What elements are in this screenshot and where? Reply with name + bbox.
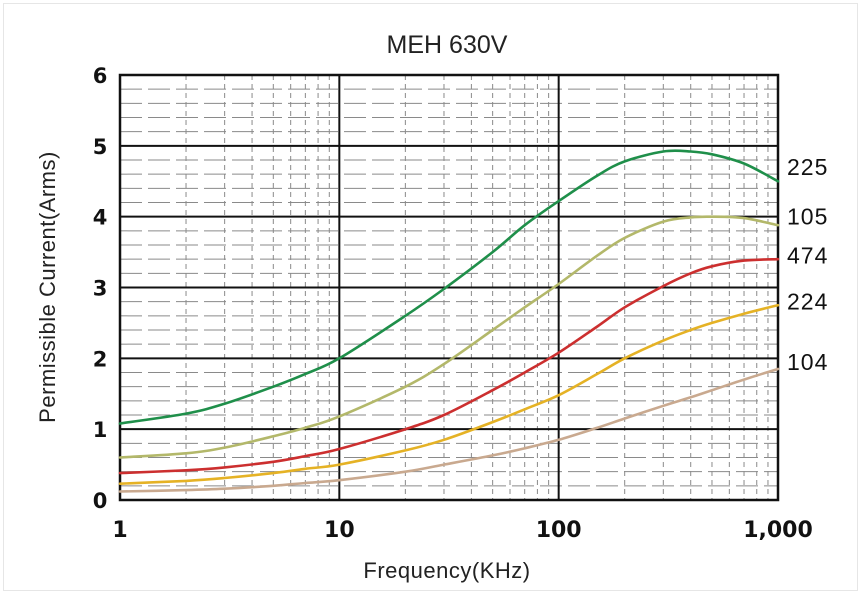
series-label-104: 104: [787, 349, 828, 375]
plot-border: [118, 73, 780, 502]
y-tick-label: 4: [93, 206, 108, 230]
series-line-105: [118, 215, 780, 459]
series-label-105: 105: [787, 204, 828, 230]
y-tick-label: 5: [93, 135, 108, 159]
series-label-225: 225: [787, 154, 828, 180]
series-labels: 225 105 474 224 104: [787, 154, 828, 375]
series-line-224: [118, 303, 780, 485]
y-tick-label: 0: [93, 489, 108, 513]
x-axis-label: Frequency(KHz): [363, 558, 530, 583]
series-line-225: [118, 149, 780, 425]
y-tick-label: 1: [93, 418, 108, 442]
x-tick-label: 100: [536, 518, 582, 543]
x-tick-label: 10: [324, 518, 355, 543]
y-tick-label: 6: [93, 64, 108, 88]
x-tick-label: 1: [112, 518, 127, 543]
x-tick-label: 1,000: [743, 518, 813, 543]
series-label-474: 474: [787, 243, 828, 269]
series-label-224: 224: [787, 289, 828, 315]
y-tick-label: 2: [93, 347, 108, 371]
series-line-104: [118, 367, 780, 493]
major-grid: [118, 73, 780, 502]
series-layer: [118, 149, 780, 493]
y-axis-label: Permissible Current(Arms): [35, 151, 60, 423]
y-tick-label: 3: [93, 277, 108, 301]
series-line-474: [118, 257, 780, 475]
chart-title: MEH 630V: [387, 31, 508, 59]
